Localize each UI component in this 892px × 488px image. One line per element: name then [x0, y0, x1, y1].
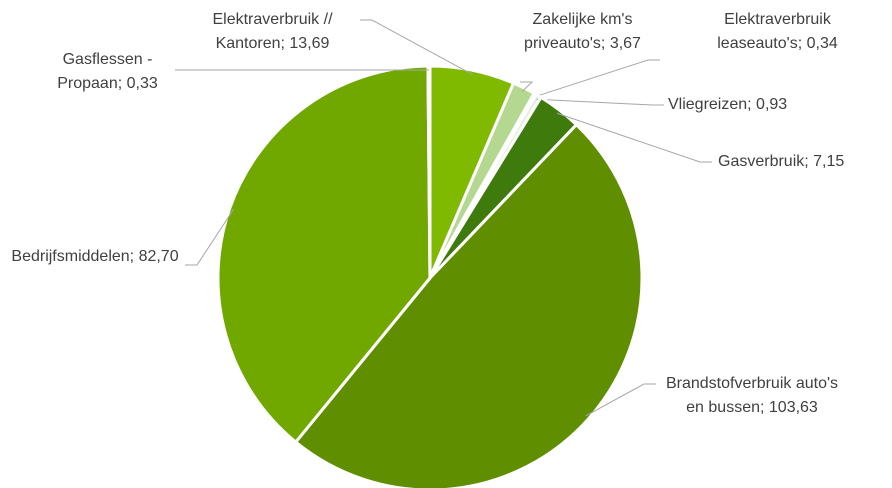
pie-slice — [426, 64, 432, 279]
value-label: 0,93 — [756, 96, 788, 113]
category-name: Bedrijfsmiddelen — [11, 248, 130, 265]
separator: ; — [280, 35, 290, 52]
separator: ; — [600, 35, 610, 52]
data-label: Elektraverbruik leaseauto's; 0,34 — [700, 8, 855, 56]
category-name: Gasflessen - Propaan — [57, 51, 157, 92]
category-name: Brandstofverbruik auto's en bussen — [665, 375, 843, 416]
data-label: Bedrijfsmiddelen; 82,70 — [5, 245, 185, 269]
leader-line — [556, 112, 712, 163]
value-label: 0,34 — [806, 35, 838, 52]
data-label: Gasverbruik; 7,15 — [718, 150, 888, 174]
leader-line — [536, 98, 664, 106]
data-label: Elektraverbruik // Kantoren; 13,69 — [190, 8, 355, 56]
value-label: 13,69 — [289, 35, 330, 52]
category-name: Vliegreizen — [668, 96, 748, 113]
leader-line — [360, 19, 473, 75]
data-label: Brandstofverbruik auto's en bussen; 103,… — [662, 372, 842, 420]
value-label: 82,70 — [138, 248, 179, 265]
separator: ; — [760, 399, 769, 416]
pie-slice — [293, 122, 644, 488]
category-name: Zakelijke km's priveauto's — [524, 11, 637, 52]
category-name: Gasverbruik — [718, 153, 805, 170]
value-label: 7,15 — [813, 153, 845, 170]
data-label: Zakelijke km's priveauto's; 3,67 — [505, 8, 660, 56]
leader-line — [520, 81, 534, 92]
leader-line — [585, 383, 656, 417]
leader-line — [532, 59, 660, 98]
value-label: 103,63 — [768, 399, 818, 416]
separator: ; — [747, 96, 757, 113]
separator: ; — [117, 75, 127, 92]
data-label: Vliegreizen; 0,93 — [668, 93, 868, 117]
value-label: 3,67 — [609, 35, 641, 52]
category-name: Elektraverbruik leaseauto's — [717, 11, 836, 52]
category-name: Elektraverbruik // Kantoren — [212, 11, 337, 52]
value-label: 0,33 — [126, 75, 158, 92]
leader-line — [185, 208, 235, 266]
pie-slice — [216, 64, 432, 445]
separator: ; — [129, 248, 139, 265]
separator: ; — [797, 35, 807, 52]
data-label: Gasflessen - Propaan; 0,33 — [40, 48, 175, 96]
separator: ; — [804, 153, 814, 170]
